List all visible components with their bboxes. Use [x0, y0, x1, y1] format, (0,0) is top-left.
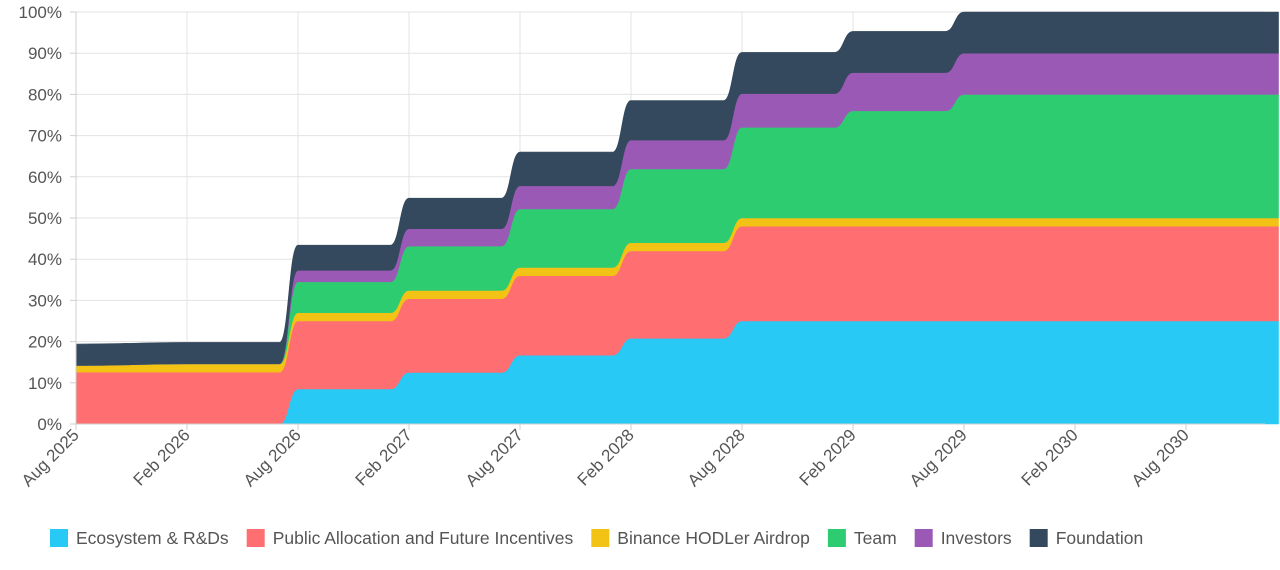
legend-label: Ecosystem & R&Ds: [76, 528, 229, 548]
series-areas: [75, 11, 1279, 425]
y-tick-label: 60%: [28, 168, 62, 187]
legend-label: Foundation: [1056, 528, 1144, 548]
y-tick-label: 0%: [37, 415, 62, 434]
x-tick-label: Aug 2026: [240, 425, 305, 490]
y-tick-label: 100%: [19, 3, 62, 22]
y-tick-label: 40%: [28, 250, 62, 269]
legend-swatch: [827, 529, 846, 547]
legend-swatch: [1029, 529, 1048, 547]
legend-item-foundation[interactable]: Foundation: [1029, 528, 1144, 548]
y-tick-label: 70%: [28, 127, 62, 146]
legend-label: Team: [854, 528, 897, 548]
y-tick-label: 50%: [28, 209, 62, 228]
x-tick-label: Feb 2029: [796, 425, 860, 489]
y-tick-label: 10%: [28, 374, 62, 393]
x-tick-label: Aug 2027: [462, 425, 527, 490]
legend: Ecosystem & R&Ds Public Allocation and Fu…: [50, 528, 1143, 548]
x-tick-label: Feb 2027: [352, 425, 416, 489]
y-axis-ticks: 0% 10% 20% 30% 40% 50% 60% 70% 80% 90% 100%: [19, 3, 76, 434]
legend-swatch: [914, 529, 933, 547]
legend-swatch: [246, 529, 265, 547]
y-tick-label: 30%: [28, 291, 62, 310]
x-tick-label: Aug 2029: [906, 425, 971, 490]
legend-label: Investors: [941, 528, 1012, 548]
legend-item-public-allocation-and-future-incentives[interactable]: Public Allocation and Future Incentives: [246, 528, 574, 548]
x-tick-label: Feb 2026: [130, 425, 194, 489]
legend-item-ecosystem-r-ds[interactable]: Ecosystem & R&Ds: [50, 528, 229, 548]
y-tick-label: 90%: [28, 44, 62, 63]
legend-item-team[interactable]: Team: [827, 528, 897, 548]
x-axis-ticks: Aug 2025 Feb 2026 Aug 2026 Feb 2027 Aug 2027…: [18, 424, 1193, 490]
legend-item-binance-hodler-airdrop[interactable]: Binance HODLer Airdrop: [591, 528, 810, 548]
x-tick-label: Aug 2025: [18, 425, 83, 490]
legend-swatch: [591, 529, 610, 547]
x-tick-label: Aug 2030: [1128, 425, 1193, 490]
legend-item-investors[interactable]: Investors: [914, 528, 1012, 548]
legend-swatch: [50, 529, 68, 547]
y-tick-label: 20%: [28, 333, 62, 352]
x-tick-label: Feb 2028: [574, 425, 638, 489]
y-tick-label: 80%: [28, 85, 62, 104]
legend-label: Binance HODLer Airdrop: [617, 528, 810, 548]
x-tick-label: Feb 2030: [1018, 425, 1082, 489]
area-foundation: [75, 11, 1279, 366]
x-tick-label: Aug 2028: [684, 425, 749, 490]
legend-label: Public Allocation and Future Incentives: [273, 528, 574, 548]
